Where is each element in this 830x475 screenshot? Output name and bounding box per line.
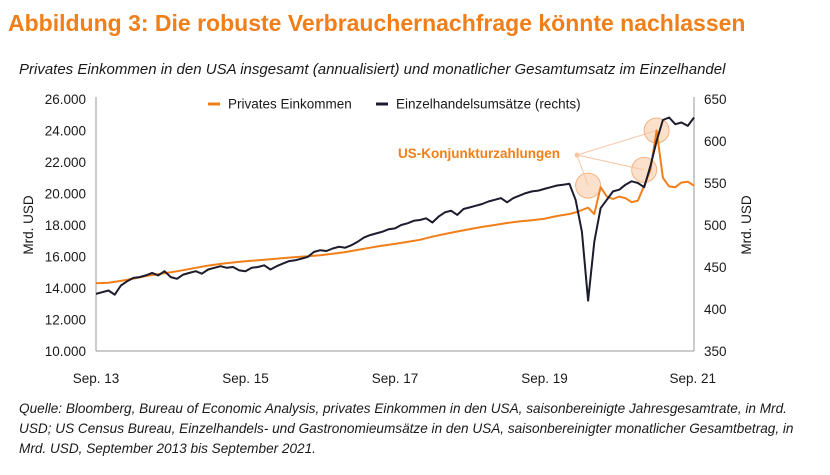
annotation-highlight-circle bbox=[575, 172, 602, 199]
y-left-tick-label: 12.000 bbox=[45, 313, 86, 328]
y-left-tick-label: 24.000 bbox=[45, 124, 86, 139]
y-right-tick-label: 350 bbox=[704, 344, 727, 359]
y-right-tick-label: 500 bbox=[704, 218, 727, 233]
y-right-tick-label: 550 bbox=[704, 176, 727, 191]
y-left-tick-label: 10.000 bbox=[45, 344, 86, 359]
chart-subtitle: Privates Einkommen in den USA insgesamt … bbox=[19, 61, 726, 78]
series-line-income bbox=[95, 129, 695, 285]
annotation-leader-line bbox=[576, 130, 657, 156]
y-left-tick-label: 18.000 bbox=[45, 218, 86, 233]
legend-item-income-label: Privates Einkommen bbox=[228, 97, 352, 112]
x-tick-label: Sep. 19 bbox=[521, 371, 568, 386]
y-left-axis-label: Mrd. USD bbox=[21, 195, 36, 255]
y-left-tick-label: 16.000 bbox=[45, 250, 86, 265]
y-left-tick-label: 14.000 bbox=[45, 281, 86, 296]
x-tick-label: Sep. 17 bbox=[372, 371, 419, 386]
x-tick-label: Sep. 13 bbox=[73, 371, 120, 386]
y-right-tick-label: 600 bbox=[704, 134, 727, 149]
y-right-tick-label: 450 bbox=[704, 260, 727, 275]
series-line-retail bbox=[95, 116, 695, 302]
y-left-tick-label: 20.000 bbox=[45, 187, 86, 202]
chart-title: Abbildung 3: Die robuste Verbrauchernach… bbox=[8, 10, 746, 36]
y-right-tick-label: 400 bbox=[704, 302, 727, 317]
source-note: Quelle: Bloomberg, Bureau of Economic An… bbox=[19, 401, 794, 456]
y-right-axis-label: Mrd. USD bbox=[739, 195, 754, 255]
x-tick-label: Sep. 21 bbox=[669, 371, 716, 386]
annotation-highlight-circle bbox=[631, 156, 658, 183]
y-right-tick-label: 650 bbox=[704, 92, 727, 107]
x-tick-label: Sep. 15 bbox=[222, 371, 269, 386]
y-left-tick-label: 26.000 bbox=[45, 92, 86, 107]
annotation-hub-dot bbox=[574, 152, 580, 158]
y-left-tick-label: 22.000 bbox=[45, 155, 86, 170]
annotation-label: US-Konjunkturzahlungen bbox=[398, 146, 560, 161]
legend-item-retail-label: Einzelhandelsumsätze (rechts) bbox=[396, 97, 581, 112]
line-chart: 10.000 12.000 14.000 16.000 18.000 20.000 22.0… bbox=[21, 92, 754, 386]
